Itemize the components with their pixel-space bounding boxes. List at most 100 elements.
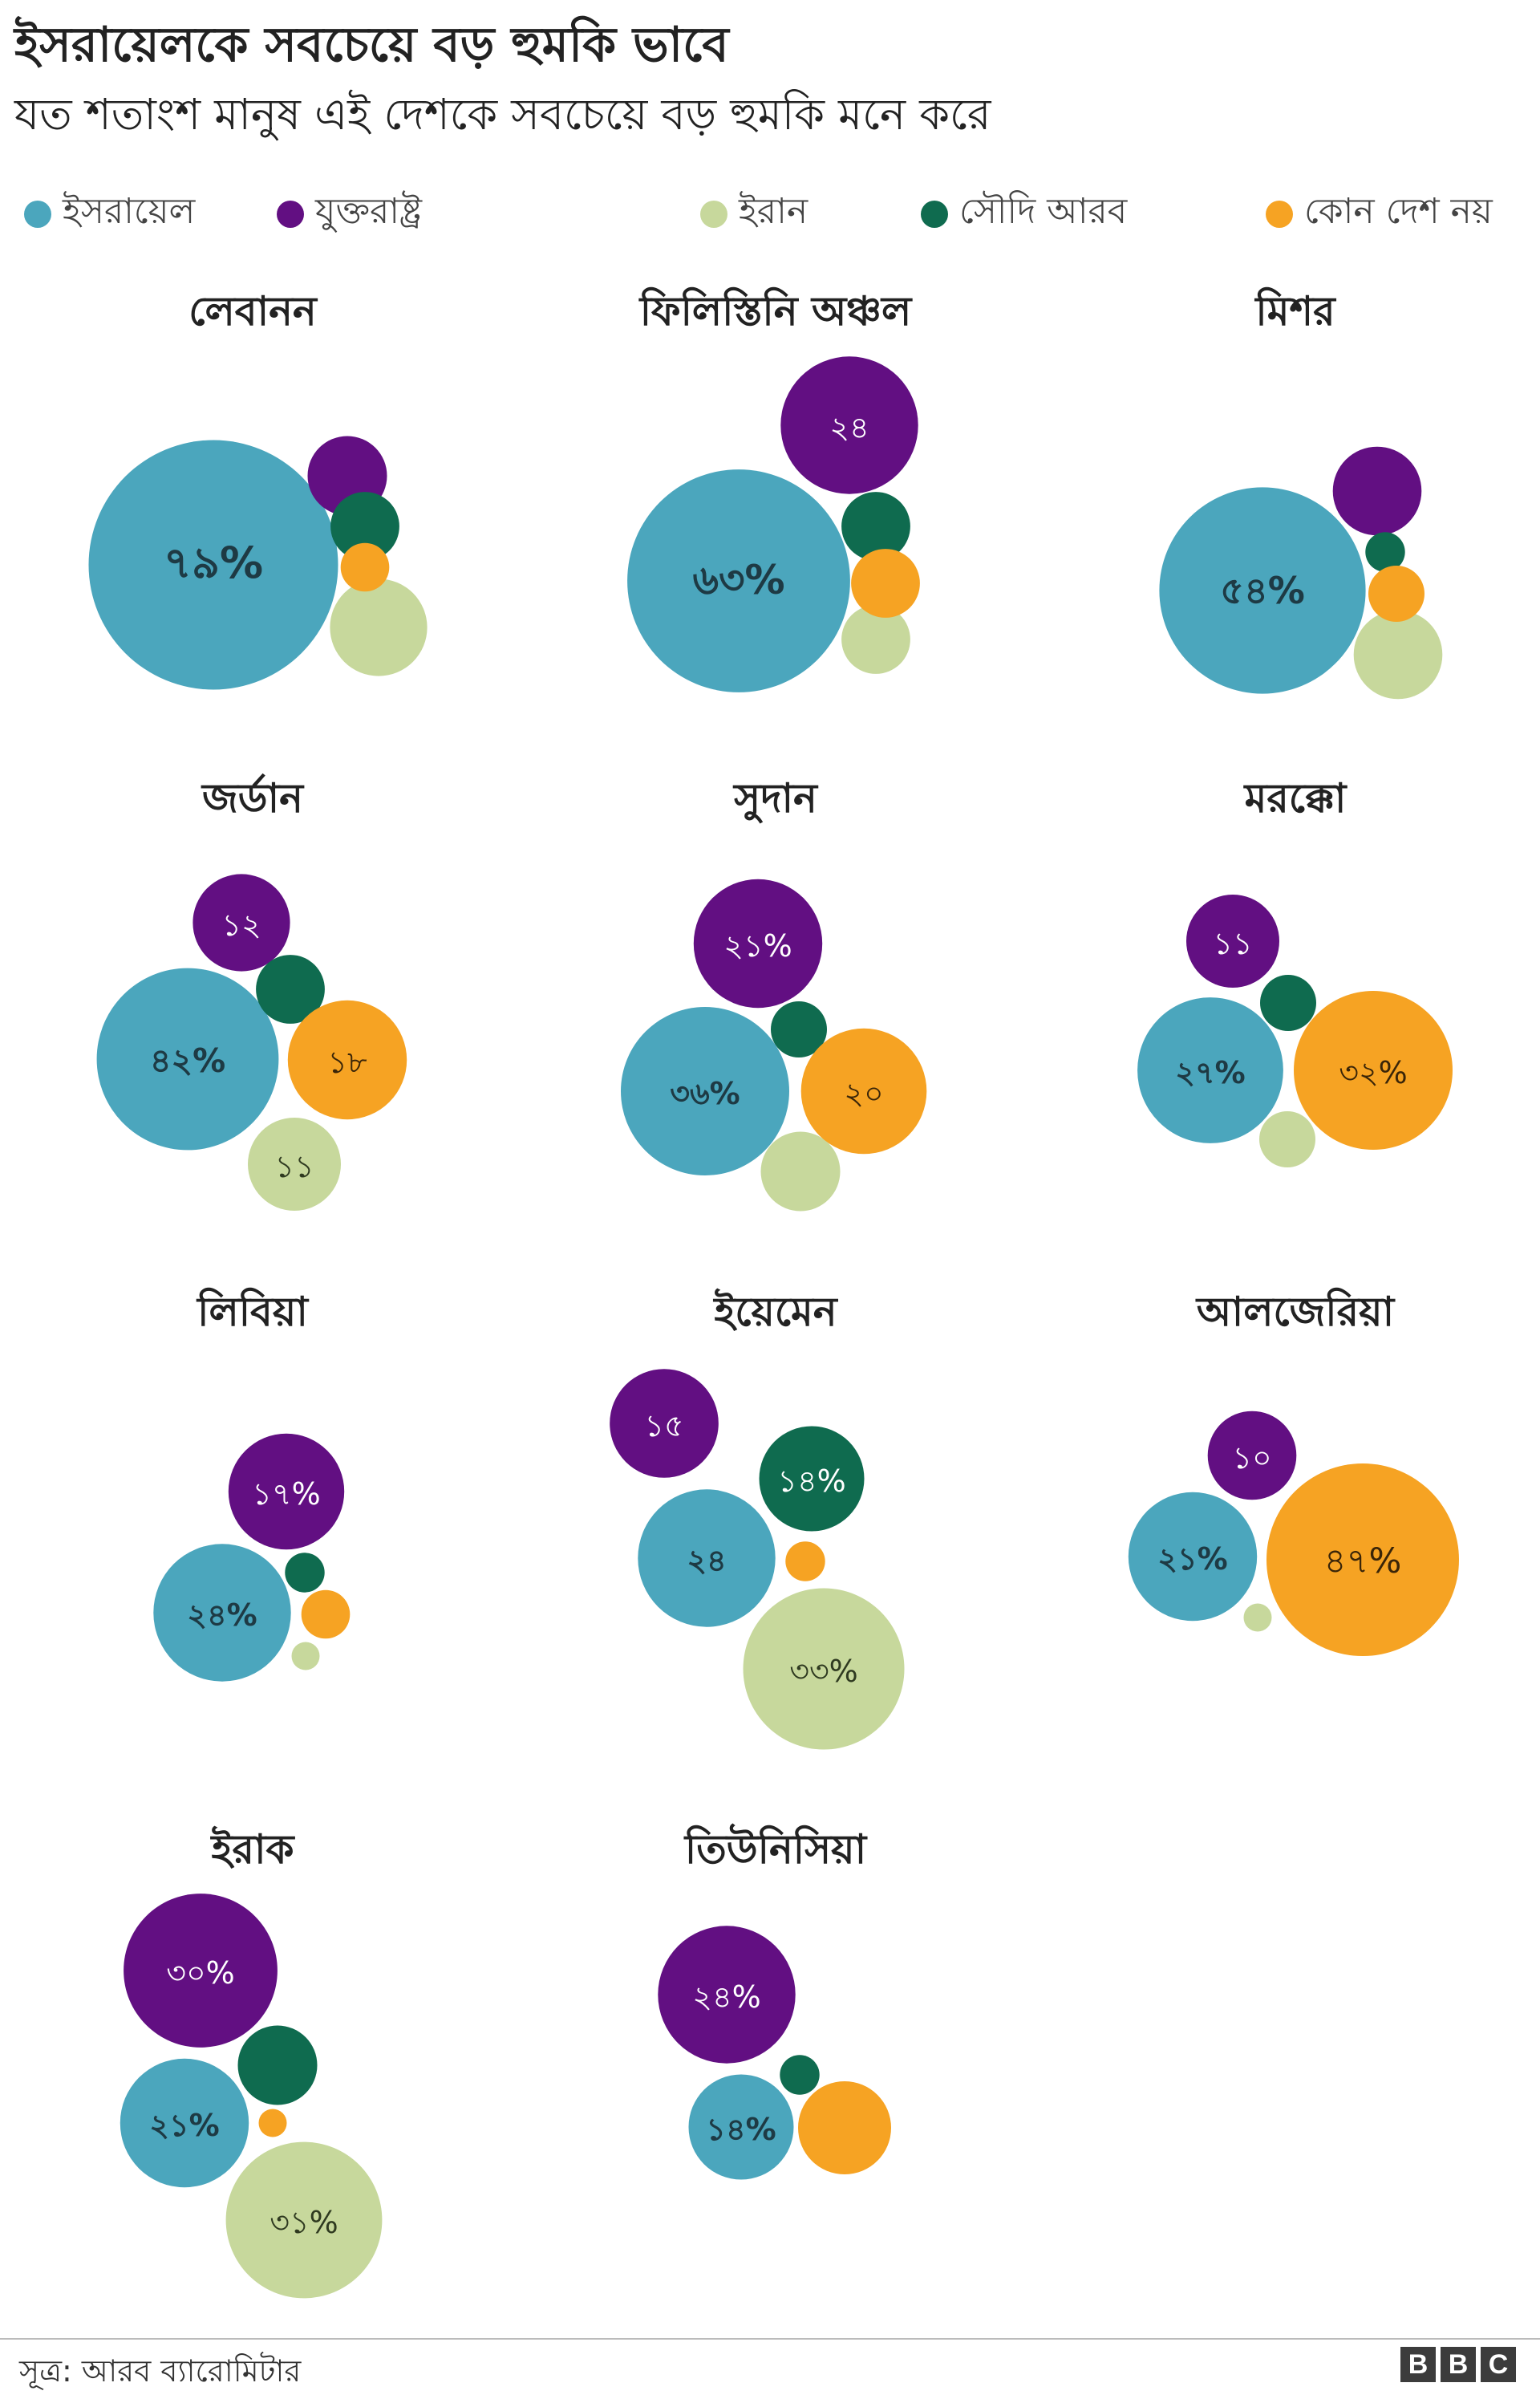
- panel-title: আলজেরিয়া: [1195, 1288, 1396, 1335]
- bubble-saudi: [330, 492, 399, 561]
- legend-swatch-usa: [277, 200, 304, 228]
- panel-title: জর্ডান: [201, 773, 305, 822]
- bubble-israel: [688, 2074, 794, 2180]
- data-label-none: ১৮: [327, 1045, 367, 1080]
- source-note: সূত্র: আরব ব্যারোমিটার: [19, 2353, 302, 2389]
- data-label-usa: ১১: [1213, 926, 1252, 961]
- legend-item-iran: ইরান: [700, 185, 808, 243]
- data-label-israel: ২৪%: [187, 1597, 257, 1633]
- bubble-usa: [610, 1369, 719, 1478]
- legend-item-none: কোন দেশ নয়: [1266, 185, 1493, 243]
- bubble-saudi: [771, 1001, 827, 1057]
- bubble-none: [1368, 566, 1424, 622]
- bubble-none: [301, 1589, 351, 1639]
- bubble-saudi: [256, 955, 325, 1024]
- data-label-usa: ২৪: [829, 410, 869, 445]
- legend-label-usa: যুক্তরাষ্ট্র: [315, 191, 423, 232]
- bubble-israel: [1137, 997, 1283, 1143]
- data-label-none: ৪৭%: [1324, 1541, 1402, 1581]
- panel-title: লেবানন: [188, 288, 318, 335]
- bubble-none: [1294, 991, 1453, 1150]
- bubble-iran: [330, 578, 428, 676]
- bubble-usa: [658, 1926, 796, 2064]
- panel-title: লিবিয়া: [196, 1288, 309, 1335]
- panel: জর্ডান ৪২% ১২ ১১ ১৮: [96, 773, 407, 1211]
- panel-title: তিউনিসিয়া: [683, 1823, 868, 1873]
- data-label-iran: ৩১%: [270, 2205, 338, 2240]
- bubble-israel: [1128, 1492, 1258, 1622]
- data-label-israel: ২৭%: [1175, 1055, 1246, 1090]
- bubble-israel: [638, 1489, 776, 1627]
- bubble-none: [1266, 1463, 1459, 1656]
- bbc-logo-letter: C: [1481, 2347, 1516, 2382]
- bubble-iran: [743, 1588, 905, 1750]
- data-label-israel: ৪২%: [150, 1041, 225, 1080]
- bubble-saudi: [841, 492, 910, 561]
- data-label-israel: ২১%: [1157, 1541, 1227, 1577]
- legend-label-iran: ইরান: [739, 191, 808, 232]
- panel: ফিলিস্তিনি অঞ্চল ৬৩% ২৪: [627, 287, 920, 692]
- data-label-usa: ১৫: [644, 1408, 683, 1443]
- panel: সুদান ৩৬% ২১% ২০: [621, 775, 927, 1212]
- legend-swatch-iran: [700, 200, 727, 228]
- bubble-iran: [1353, 610, 1443, 700]
- panel: লেবানন ৭৯%: [88, 288, 428, 690]
- data-label-israel: ৭৯%: [164, 538, 263, 588]
- bubble-none: [258, 2109, 287, 2137]
- data-label-israel: ৩৬%: [670, 1076, 740, 1111]
- data-label-usa: ১৭%: [252, 1476, 320, 1512]
- bubble-usa: [192, 874, 290, 972]
- panel-title: ইরাক: [210, 1825, 296, 1873]
- data-label-none: ২০: [844, 1076, 883, 1111]
- bubble-saudi: [1365, 532, 1405, 572]
- legend-label-none: কোন দেশ নয়: [1304, 191, 1493, 232]
- panel-title: সুদান: [732, 775, 819, 824]
- bubble-iran: [1259, 1111, 1315, 1167]
- data-label-israel: ৫৪%: [1220, 569, 1305, 612]
- bubble-israel: [88, 440, 338, 690]
- bubble-usa: [1207, 1411, 1297, 1500]
- bubble-israel: [96, 968, 279, 1151]
- bubble-saudi: [780, 2055, 820, 2095]
- legend-item-saudi: সৌদি আরব: [921, 185, 1127, 243]
- panel-title: ইয়েমেন: [712, 1288, 838, 1335]
- bubble-saudi: [759, 1426, 865, 1532]
- bubble-israel: [1159, 487, 1366, 694]
- data-label-usa: ২৪%: [692, 1979, 760, 2015]
- bubble-saudi: [1260, 975, 1316, 1031]
- data-label-israel: ৬৩%: [692, 557, 784, 603]
- bubble-usa: [1332, 446, 1422, 536]
- legend-label-saudi: সৌদি আরব: [959, 191, 1128, 232]
- data-label-usa: ১২: [221, 907, 261, 943]
- bbc-logo: B B C: [1400, 2347, 1516, 2382]
- panel-title: মরক্কো: [1243, 775, 1348, 822]
- data-label-usa: ২১%: [723, 928, 792, 964]
- bubble-none: [851, 549, 920, 618]
- bubble-iran: [248, 1118, 341, 1211]
- bubble-none: [798, 2081, 891, 2174]
- bubble-israel: [621, 1007, 789, 1175]
- panel-title: মিশর: [1254, 287, 1336, 335]
- legend-item-israel: ইসরায়েল: [24, 185, 195, 243]
- data-label-iran: ১১: [274, 1149, 314, 1184]
- footer-divider: [0, 2338, 1540, 2340]
- data-label-usa: ৩০%: [166, 1955, 235, 1991]
- data-label-saudi: ১৪%: [777, 1463, 845, 1499]
- bubble-saudi: [285, 1553, 325, 1593]
- bubble-usa: [1186, 895, 1279, 988]
- data-label-israel: ১৪%: [706, 2112, 776, 2147]
- legend-swatch-saudi: [921, 200, 948, 228]
- bbc-logo-letter: B: [1400, 2347, 1436, 2382]
- data-label-usa: ১০: [1232, 1440, 1271, 1476]
- bbc-logo-letter: B: [1441, 2347, 1476, 2382]
- bubble-iran: [841, 605, 910, 674]
- bubble-israel: [120, 2058, 249, 2188]
- data-label-iran: ৩৩%: [789, 1654, 858, 1689]
- panel: ইরাক ২১% ৩০% ৩১%: [120, 1825, 383, 2299]
- bubble-iran: [225, 2141, 383, 2299]
- panel: আলজেরিয়া ২১% ১০ ৪৭%: [1128, 1288, 1459, 1656]
- panel: ইয়েমেন ২৪ ১৫ ৩৩% ১৪%: [610, 1288, 905, 1750]
- bubble-none: [287, 1000, 407, 1120]
- chart-title: ইসরায়েলকে সবচেয়ে বড় হুমকি ভাবে: [14, 17, 729, 73]
